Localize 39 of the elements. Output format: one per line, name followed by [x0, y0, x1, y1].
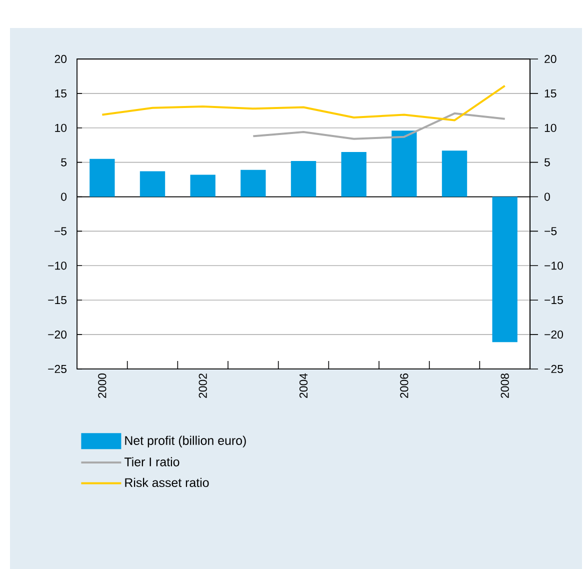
y-tick-label: 20 — [544, 54, 556, 64]
x-tick-label: 2004 — [299, 373, 308, 398]
y2-tick-label: −15 — [48, 296, 67, 304]
y2-tick-label: −5 — [54, 227, 67, 236]
y2-tick-label: −25 — [48, 364, 67, 374]
x-tick-label: 2002 — [198, 374, 207, 398]
legend-label: Risk asset ratio — [125, 478, 209, 488]
legend-label: Net profit (billion euro) — [125, 436, 246, 448]
bar — [341, 152, 366, 197]
y-tick-label: 15 — [544, 89, 556, 98]
y2-tick-label: 20 — [54, 54, 67, 64]
x-tick-label: 2008 — [500, 374, 509, 398]
y-tick-label: −10 — [544, 262, 564, 270]
legend-label: Tier I ratio — [124, 457, 180, 466]
bar — [290, 160, 316, 197]
y2-tick-label: 0 — [61, 192, 67, 201]
bar — [492, 196, 518, 342]
y-tick-label: 5 — [544, 158, 550, 166]
y-tick-label: 0 — [544, 192, 550, 201]
line-series — [252, 112, 506, 140]
y-tick-label: −15 — [544, 296, 563, 304]
y-tick-label: −5 — [544, 227, 557, 236]
y-tick-label: −25 — [544, 364, 563, 374]
bar — [140, 171, 166, 197]
x-tick-label: 2000 — [98, 373, 106, 398]
y-tick-label: 10 — [544, 124, 556, 132]
x-tick-label: 2006 — [400, 374, 408, 398]
line-series — [101, 84, 506, 122]
bar — [90, 158, 115, 197]
y2-tick-label: 5 — [61, 158, 67, 166]
bar — [442, 150, 468, 197]
bar — [190, 174, 216, 197]
y2-tick-label: −10 — [48, 262, 67, 270]
y2-tick-label: 10 — [55, 124, 67, 132]
y2-tick-label: 15 — [55, 89, 67, 98]
bar — [240, 170, 266, 197]
bar — [392, 130, 417, 197]
y2-tick-label: −20 — [48, 330, 67, 339]
y-tick-label: −20 — [544, 330, 564, 339]
